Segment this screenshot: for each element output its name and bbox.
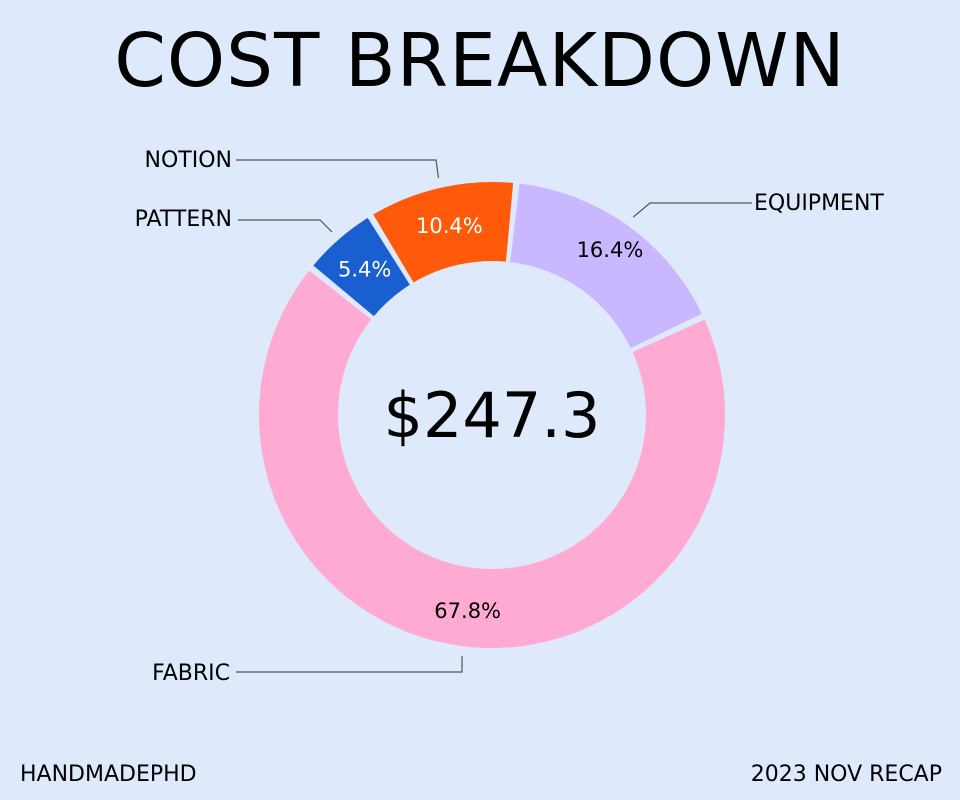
slice-value-fabric: 67.8% [434, 599, 501, 623]
slice-label-pattern: PATTERN [135, 207, 232, 232]
slice-label-equipment: EQUIPMENT [754, 191, 884, 216]
slice-value-equipment: 16.4% [577, 238, 644, 262]
slice-label-fabric: FABRIC [152, 661, 230, 686]
footer-period: 2023 NOV RECAP [750, 762, 942, 787]
leader-line-pattern [238, 219, 333, 233]
leader-line-fabric [236, 656, 463, 673]
slice-notion [373, 182, 514, 283]
slice-equipment [510, 183, 702, 349]
footer-brand: HANDMADEPHD [20, 762, 197, 787]
chart-title: COST BREAKDOWN [114, 18, 846, 104]
center-total-label: $247.3 [384, 379, 601, 452]
leader-line-equipment [632, 202, 752, 218]
slice-label-notion: NOTION [145, 148, 232, 173]
slice-value-pattern: 5.4% [338, 257, 391, 281]
leader-line-notion [236, 159, 440, 179]
slice-pattern [313, 217, 410, 317]
slice-value-notion: 10.4% [416, 214, 483, 238]
slice-fabric [259, 270, 725, 648]
